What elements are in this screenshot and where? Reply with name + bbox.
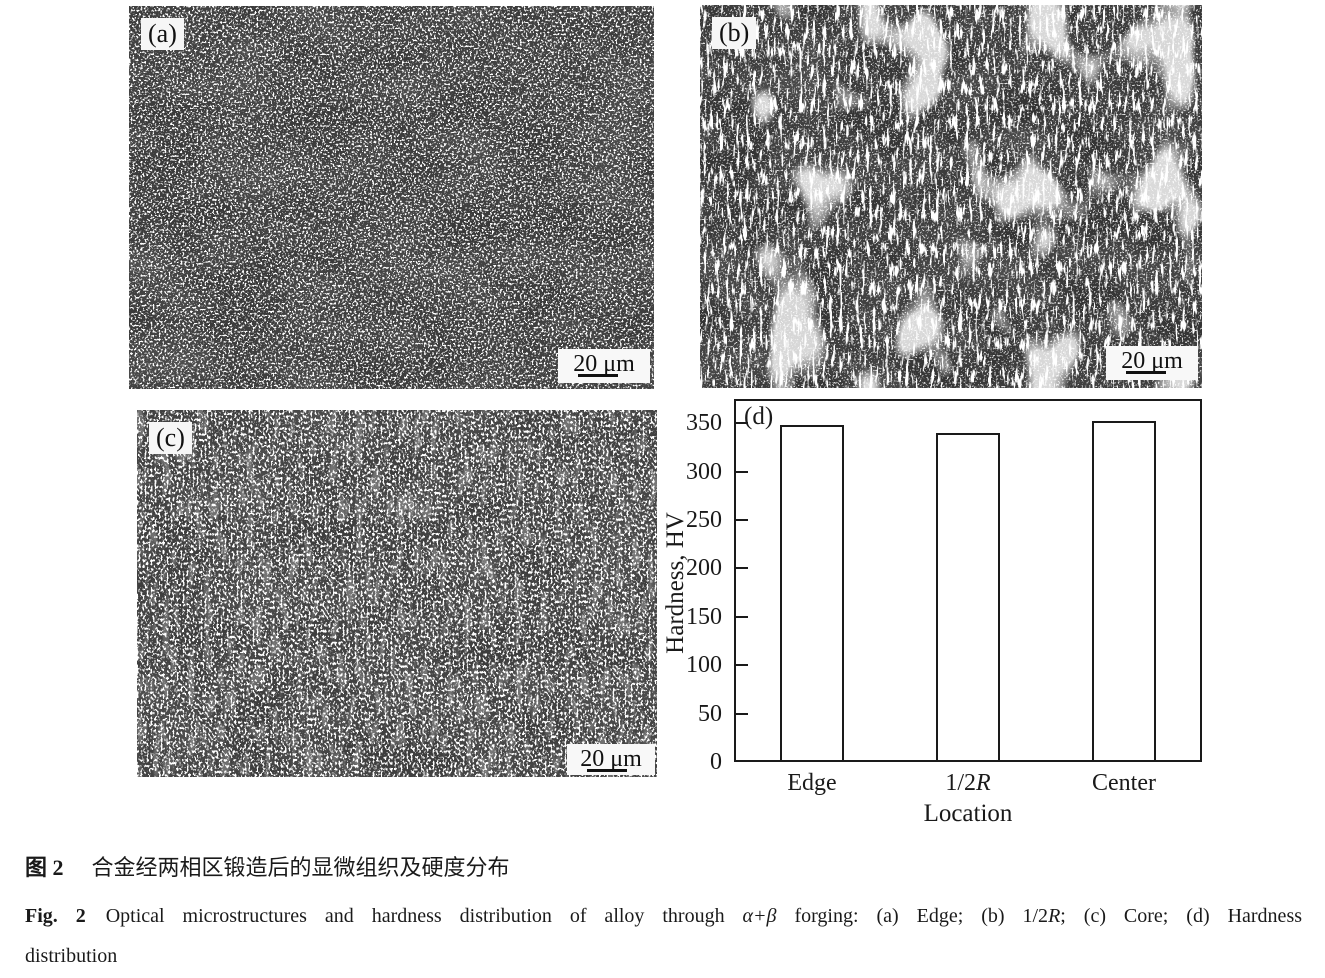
- caption-en-body: Optical microstructures and hardness dis…: [106, 905, 1302, 927]
- xtick-text: 1/2: [945, 770, 976, 796]
- caption-en-segment: forging: (a) Edge; (b) 1/2: [776, 905, 1049, 927]
- caption-zh-label: 图 2: [25, 855, 64, 880]
- panel-a-scalebar: 20 μm: [558, 349, 650, 383]
- xtick-text: Center: [1092, 770, 1156, 796]
- ytick-mark: [736, 519, 748, 521]
- micrograph-panel-b: (b) 20 μm: [700, 5, 1202, 388]
- caption-en-segment: R: [1048, 905, 1061, 927]
- ytick-mark: [736, 664, 748, 667]
- chart-bar-center: [1092, 421, 1156, 762]
- chart-bar-1-2r: [936, 432, 1000, 762]
- ytick-label: 150: [686, 603, 722, 630]
- panel-b-label: (b): [712, 17, 757, 49]
- scalebar-text: 20 μm: [573, 351, 635, 377]
- caption-en-segment: ; (c) Core; (d) Hardness: [1060, 905, 1303, 927]
- micrograph-panel-a: (a) 20 μm: [129, 6, 654, 389]
- ytick-label: 100: [686, 652, 722, 679]
- chart-plot-frame: [734, 399, 1202, 762]
- y-axis-label: Hardness, HV: [662, 512, 689, 654]
- scalebar-line: [587, 769, 627, 772]
- ytick-mark: [736, 712, 748, 715]
- scalebar-text: 20 μm: [580, 746, 642, 772]
- caption-en-label: Fig. 2: [25, 905, 86, 927]
- scalebar-text: 20 μm: [1121, 348, 1183, 374]
- panel-b-scalebar: 20 μm: [1106, 346, 1198, 380]
- ytick-label: 0: [710, 749, 722, 775]
- xtick-label: Center: [1049, 770, 1199, 797]
- ytick-mark: [736, 470, 748, 473]
- scalebar-line: [578, 374, 618, 377]
- micrograph-c-image: [137, 410, 657, 777]
- xtick-text: Edge: [787, 770, 837, 796]
- scalebar-line: [1126, 371, 1166, 374]
- caption-en-segment: α+β: [742, 905, 777, 927]
- ytick-mark: [736, 615, 748, 618]
- caption-en-line1: Fig. 2 Optical microstructures and hardne…: [25, 901, 1302, 931]
- ytick-label: 350: [686, 410, 722, 437]
- micrograph-b-image: [700, 5, 1202, 388]
- caption-en-segment: Optical microstructures and hardness dis…: [105, 905, 743, 927]
- micrograph-a-image: [129, 6, 654, 389]
- ytick-label: 50: [698, 700, 722, 727]
- panel-c-scalebar: 20 μm: [567, 744, 655, 775]
- ytick-mark: [736, 567, 748, 570]
- chart-bar-edge: [780, 425, 844, 762]
- xtick-text: R: [976, 770, 991, 796]
- ytick-label: 250: [686, 507, 722, 533]
- caption-zh-text: 合金经两相区锻造后的显微组织及硬度分布: [91, 855, 510, 880]
- ytick-label: 300: [686, 458, 722, 485]
- caption-zh: 图 2 合金经两相区锻造后的显微组织及硬度分布: [25, 853, 510, 883]
- panel-d-label: (d): [744, 403, 774, 430]
- caption-en-line2: distribution: [25, 945, 118, 967]
- x-axis-label: Location: [923, 800, 1013, 827]
- xtick-label: Edge: [737, 770, 887, 797]
- ytick-label: 200: [686, 555, 722, 582]
- ytick-mark: [736, 422, 748, 425]
- xtick-label: 1/2R: [893, 770, 1043, 797]
- micrograph-panel-c: (c) 20 μm: [137, 410, 657, 777]
- panel-c-label: (c): [149, 422, 192, 454]
- panel-a-label: (a): [141, 18, 184, 50]
